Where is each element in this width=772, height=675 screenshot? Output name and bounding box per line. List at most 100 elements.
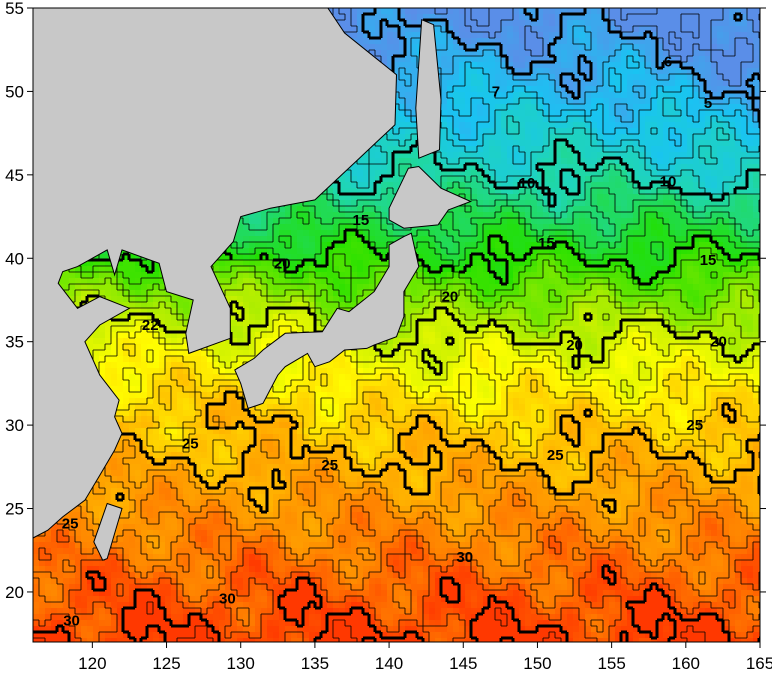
field-cell [471, 248, 478, 255]
field-cell [285, 224, 292, 231]
field-cell [495, 50, 502, 57]
field-cell [603, 212, 610, 219]
field-cell [699, 116, 706, 123]
field-cell [561, 56, 568, 63]
field-cell [405, 20, 412, 27]
field-cell [633, 8, 640, 15]
field-cell [501, 44, 508, 51]
field-cell [699, 176, 706, 183]
field-cell [465, 236, 472, 243]
field-cell [513, 110, 520, 117]
field-cell [693, 146, 700, 153]
field-cell [387, 128, 394, 135]
field-cell [513, 176, 520, 183]
field-cell [549, 212, 556, 219]
field-cell [555, 134, 562, 141]
field-cell [687, 200, 694, 207]
field-cell [387, 26, 394, 33]
field-cell [387, 188, 394, 195]
field-cell [735, 32, 742, 39]
field-cell [735, 212, 742, 219]
field-cell [423, 164, 430, 171]
field-cell [363, 26, 370, 33]
field-cell [453, 176, 460, 183]
field-cell [303, 242, 310, 249]
field-cell [627, 242, 634, 249]
field-cell [627, 158, 634, 165]
field-cell [363, 194, 370, 201]
field-cell [669, 20, 676, 27]
field-cell [357, 176, 364, 183]
field-cell [513, 8, 520, 15]
field-cell [747, 182, 754, 189]
field-cell [549, 248, 556, 255]
field-cell [309, 224, 316, 231]
field-cell [537, 20, 544, 27]
field-cell [555, 218, 562, 225]
field-cell [729, 74, 736, 81]
field-cell [645, 68, 652, 75]
field-cell [633, 176, 640, 183]
field-cell [285, 248, 292, 255]
field-cell [459, 80, 466, 87]
field-cell [327, 188, 334, 195]
field-cell [489, 164, 496, 171]
field-cell [693, 194, 700, 201]
field-cell [537, 212, 544, 219]
field-cell [567, 14, 574, 21]
field-cell [351, 248, 358, 255]
field-cell [537, 206, 544, 213]
field-cell [387, 200, 394, 207]
field-cell [495, 110, 502, 117]
field-cell [669, 236, 676, 243]
field-cell [705, 224, 712, 231]
field-cell [387, 152, 394, 159]
field-cell [417, 158, 424, 165]
field-cell [567, 116, 574, 123]
field-cell [597, 86, 604, 93]
field-cell [549, 152, 556, 159]
field-cell [525, 20, 532, 27]
field-cell [513, 134, 520, 141]
field-cell [681, 50, 688, 57]
field-cell [693, 38, 700, 45]
field-cell [453, 92, 460, 99]
field-cell [657, 86, 664, 93]
field-cell [639, 212, 646, 219]
field-cell [729, 152, 736, 159]
field-cell [489, 110, 496, 117]
field-cell [609, 62, 616, 69]
field-cell [729, 200, 736, 207]
field-cell [705, 44, 712, 51]
field-cell [735, 56, 742, 63]
field-cell [513, 38, 520, 45]
field-cell [705, 140, 712, 147]
field-cell [753, 110, 760, 117]
field-cell [621, 44, 628, 51]
field-cell [411, 74, 418, 81]
field-cell [669, 8, 676, 15]
field-cell [561, 92, 568, 99]
field-cell [747, 218, 754, 225]
field-cell [369, 188, 376, 195]
field-cell [525, 80, 532, 87]
field-cell [387, 140, 394, 147]
field-cell [591, 50, 598, 57]
field-cell [639, 68, 646, 75]
field-cell [711, 206, 718, 213]
field-cell [453, 20, 460, 27]
field-cell [729, 194, 736, 201]
field-cell [447, 242, 454, 249]
field-cell [723, 200, 730, 207]
field-cell [741, 242, 748, 249]
field-cell [627, 248, 634, 255]
field-cell [471, 134, 478, 141]
field-cell [273, 248, 280, 255]
field-cell [465, 38, 472, 45]
field-cell [501, 248, 508, 255]
field-cell [669, 128, 676, 135]
field-cell [693, 152, 700, 159]
field-cell [309, 230, 316, 237]
field-cell [753, 200, 760, 207]
field-cell [375, 56, 382, 63]
